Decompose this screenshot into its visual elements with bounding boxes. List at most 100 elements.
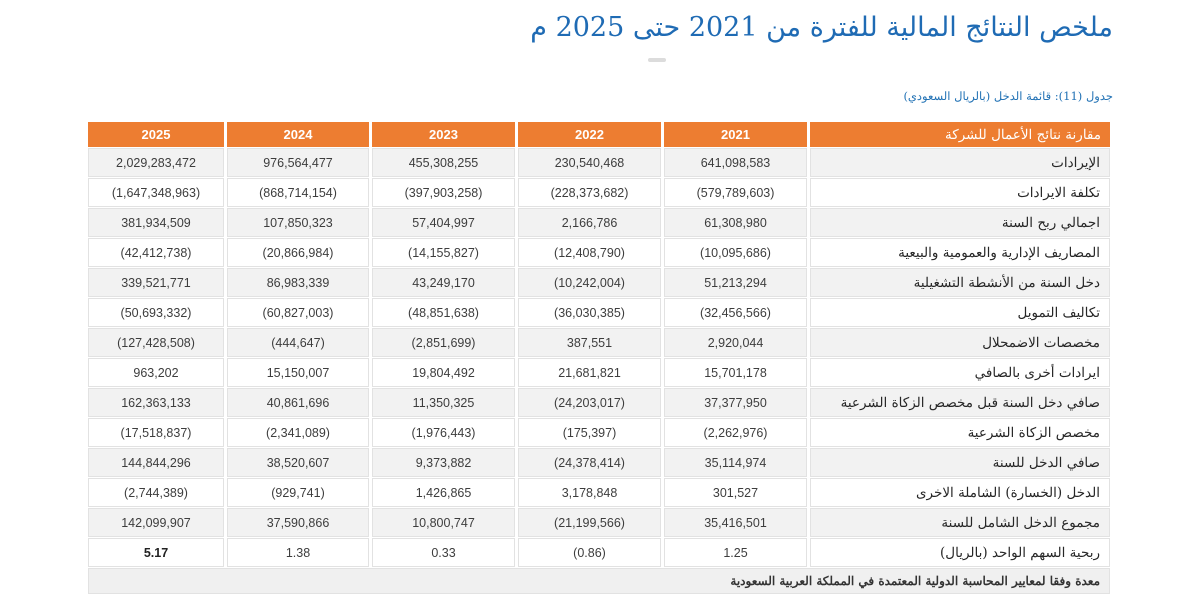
value-cell-2025: 2,029,283,472 xyxy=(88,148,224,177)
value-cell-2024: (444,647) xyxy=(227,328,369,357)
value-cell-2022: (228,373,682) xyxy=(518,178,661,207)
year-header-2023: 2023 xyxy=(372,122,515,147)
row-label: اجمالي ربح السنة xyxy=(810,208,1110,237)
value-cell-2023: (48,851,638) xyxy=(372,298,515,327)
value-cell-2022: 3,178,848 xyxy=(518,478,661,507)
value-cell-2025: 144,844,296 xyxy=(88,448,224,477)
value-cell-2024: 38,520,607 xyxy=(227,448,369,477)
value-cell-2024: 86,983,339 xyxy=(227,268,369,297)
table-row: (1,647,348,963) (868,714,154) (397,903,2… xyxy=(88,178,1110,207)
value-cell-2023: 455,308,255 xyxy=(372,148,515,177)
row-label: دخل السنة من الأنشطة التشغيلية xyxy=(810,268,1110,297)
value-cell-2024: 40,861,696 xyxy=(227,388,369,417)
value-cell-2023: 19,804,492 xyxy=(372,358,515,387)
value-cell-2021: (579,789,603) xyxy=(664,178,807,207)
value-cell-2023: 11,350,325 xyxy=(372,388,515,417)
value-cell-2022: 2,166,786 xyxy=(518,208,661,237)
year-header-2021: 2021 xyxy=(664,122,807,147)
comparison-label-header: مقارنة نتائج الأعمال للشركة xyxy=(810,122,1110,147)
value-cell-2021: 2,920,044 xyxy=(664,328,807,357)
table-row: 142,099,907 37,590,866 10,800,747 (21,19… xyxy=(88,508,1110,537)
table-header-row: 2025 2024 2023 2022 2021 مقارنة نتائج ال… xyxy=(88,122,1110,147)
value-cell-2024: (60,827,003) xyxy=(227,298,369,327)
value-cell-2023: 10,800,747 xyxy=(372,508,515,537)
value-cell-2022: (21,199,566) xyxy=(518,508,661,537)
value-cell-2023: (2,851,699) xyxy=(372,328,515,357)
value-cell-2022: (36,030,385) xyxy=(518,298,661,327)
row-label: مجموع الدخل الشامل للسنة xyxy=(810,508,1110,537)
table-row: 144,844,296 38,520,607 9,373,882 (24,378… xyxy=(88,448,1110,477)
table-row: 339,521,771 86,983,339 43,249,170 (10,24… xyxy=(88,268,1110,297)
value-cell-2023: 0.33 xyxy=(372,538,515,567)
value-cell-2021: 37,377,950 xyxy=(664,388,807,417)
value-cell-2025: (127,428,508) xyxy=(88,328,224,357)
row-label: مخصصات الاضمحلال xyxy=(810,328,1110,357)
title-dash-decoration xyxy=(648,58,666,62)
value-cell-2022: 21,681,821 xyxy=(518,358,661,387)
value-cell-2025: (42,412,738) xyxy=(88,238,224,267)
page-title: ملخص النتائج المالية للفترة من 2021 حتى … xyxy=(530,12,1113,43)
year-header-2025: 2025 xyxy=(88,122,224,147)
row-label: مخصص الزكاة الشرعية xyxy=(810,418,1110,447)
accounting-standards-footnote: معدة وفقا لمعايير المحاسبة الدولية المعت… xyxy=(88,568,1110,594)
value-cell-2023: 9,373,882 xyxy=(372,448,515,477)
income-statement-table: 2025 2024 2023 2022 2021 مقارنة نتائج ال… xyxy=(85,121,1113,595)
value-cell-2022: (24,378,414) xyxy=(518,448,661,477)
value-cell-2025: (50,693,332) xyxy=(88,298,224,327)
table-row: 2,029,283,472 976,564,477 455,308,255 23… xyxy=(88,148,1110,177)
table-row: (17,518,837) (2,341,089) (1,976,443) (17… xyxy=(88,418,1110,447)
value-cell-2023: (14,155,827) xyxy=(372,238,515,267)
value-cell-2025: (1,647,348,963) xyxy=(88,178,224,207)
value-cell-2025: 162,363,133 xyxy=(88,388,224,417)
value-cell-2024: 37,590,866 xyxy=(227,508,369,537)
row-label: المصاريف الإدارية والعمومية والبيعية xyxy=(810,238,1110,267)
table-row: 5.17 1.38 0.33 (0.86) 1.25 ربحية السهم ا… xyxy=(88,538,1110,567)
value-cell-2025: 5.17 xyxy=(88,538,224,567)
table-row: (2,744,389) (929,741) 1,426,865 3,178,84… xyxy=(88,478,1110,507)
value-cell-2021: (2,262,976) xyxy=(664,418,807,447)
value-cell-2021: 51,213,294 xyxy=(664,268,807,297)
value-cell-2021: (32,456,566) xyxy=(664,298,807,327)
value-cell-2021: 35,416,501 xyxy=(664,508,807,537)
value-cell-2024: 15,150,007 xyxy=(227,358,369,387)
value-cell-2022: (175,397) xyxy=(518,418,661,447)
row-label: صافي الدخل للسنة xyxy=(810,448,1110,477)
value-cell-2022: (10,242,004) xyxy=(518,268,661,297)
table-row: (127,428,508) (444,647) (2,851,699) 387,… xyxy=(88,328,1110,357)
value-cell-2024: (868,714,154) xyxy=(227,178,369,207)
value-cell-2025: 339,521,771 xyxy=(88,268,224,297)
value-cell-2025: (2,744,389) xyxy=(88,478,224,507)
table-body: 2,029,283,472 976,564,477 455,308,255 23… xyxy=(88,148,1110,567)
value-cell-2022: 387,551 xyxy=(518,328,661,357)
table-row: 381,934,509 107,850,323 57,404,997 2,166… xyxy=(88,208,1110,237)
value-cell-2024: 1.38 xyxy=(227,538,369,567)
row-label: الإيرادات xyxy=(810,148,1110,177)
value-cell-2022: (0.86) xyxy=(518,538,661,567)
value-cell-2023: (397,903,258) xyxy=(372,178,515,207)
row-label: ربحية السهم الواحد (بالريال) xyxy=(810,538,1110,567)
row-label: تكاليف التمويل xyxy=(810,298,1110,327)
table-caption: جدول (11): قائمة الدخل (بالريال السعودي) xyxy=(903,89,1113,103)
table-row: 963,202 15,150,007 19,804,492 21,681,821… xyxy=(88,358,1110,387)
year-header-2022: 2022 xyxy=(518,122,661,147)
row-label: الدخل (الخسارة) الشاملة الاخرى xyxy=(810,478,1110,507)
row-label: تكلفة الايرادات xyxy=(810,178,1110,207)
value-cell-2025: 381,934,509 xyxy=(88,208,224,237)
value-cell-2021: 35,114,974 xyxy=(664,448,807,477)
table-row: 162,363,133 40,861,696 11,350,325 (24,20… xyxy=(88,388,1110,417)
value-cell-2023: 43,249,170 xyxy=(372,268,515,297)
value-cell-2024: 976,564,477 xyxy=(227,148,369,177)
value-cell-2021: 641,098,583 xyxy=(664,148,807,177)
value-cell-2021: 61,308,980 xyxy=(664,208,807,237)
row-label: ايرادات أخرى بالصافي xyxy=(810,358,1110,387)
value-cell-2024: 107,850,323 xyxy=(227,208,369,237)
table-row: (50,693,332) (60,827,003) (48,851,638) (… xyxy=(88,298,1110,327)
row-label: صافي دخل السنة قبل مخصص الزكاة الشرعية xyxy=(810,388,1110,417)
value-cell-2021: 1.25 xyxy=(664,538,807,567)
value-cell-2025: 963,202 xyxy=(88,358,224,387)
value-cell-2024: (20,866,984) xyxy=(227,238,369,267)
year-header-2024: 2024 xyxy=(227,122,369,147)
value-cell-2022: 230,540,468 xyxy=(518,148,661,177)
value-cell-2021: 301,527 xyxy=(664,478,807,507)
